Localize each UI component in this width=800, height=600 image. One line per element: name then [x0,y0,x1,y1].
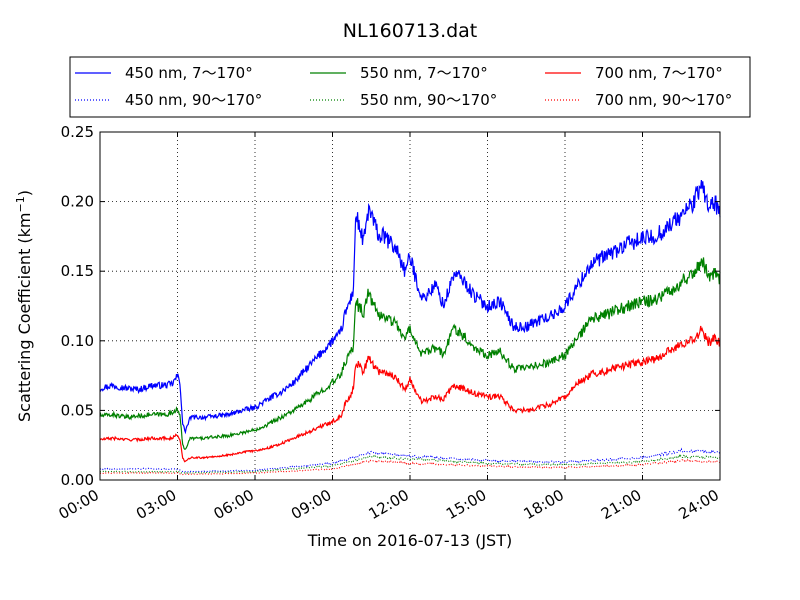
y-tick-label: 0.15 [61,262,94,280]
series-line-550nm-back [100,454,721,474]
y-axis-label-main: Scattering Coefficient (km [15,212,34,422]
series-line-450nm-back [99,447,721,473]
plot-area: 00:00 03:00 06:00 09:00 12:00 15:00 18:00 21:00… [56,123,722,523]
x-tick-label: 12:00 [366,486,412,523]
y-tick-label: 0.05 [61,401,94,419]
y-axis-label: Scattering Coefficient (km−1) [14,190,34,422]
legend-label: 450 nm, 90～170° [125,91,262,109]
series-line-700nm-full [99,325,721,463]
x-tick-label: 06:00 [211,486,257,523]
x-tick-label: 00:00 [56,486,102,523]
series-line-550nm-full [99,257,721,450]
series-line-450nm-full [99,180,721,435]
legend-frame [69,56,751,118]
x-tick-label: 18:00 [521,486,567,523]
x-tick-label: 09:00 [288,486,334,523]
x-axis-label: Time on 2016-07-13 (JST) [307,531,512,550]
legend-label: 550 nm, 7～170° [360,64,488,82]
x-tick-label: 21:00 [598,486,644,523]
y-tick-label: 0.25 [61,123,94,141]
x-tick-label: 24:00 [676,486,722,523]
legend-label: 700 nm, 90～170° [595,91,732,109]
y-tick-label: 0.10 [61,332,94,350]
legend-label: 700 nm, 7～170° [595,64,723,82]
legend: 450 nm, 7～170° 550 nm, 7～170° 700 nm, 7～17… [69,56,751,118]
chart-title: NL160713.dat [343,20,478,42]
legend-label: 550 nm, 90～170° [360,91,497,109]
ticks: 00:00 03:00 06:00 09:00 12:00 15:00 18:00 21:00… [56,123,722,523]
y-tick-label: 0.00 [61,471,94,489]
series-line-700nm-back [99,458,721,476]
x-tick-label: 15:00 [443,486,489,523]
y-axis-label-sup: −1 [14,196,27,212]
x-tick-label: 03:00 [133,486,179,523]
series-group [99,180,721,476]
y-tick-label: 0.20 [61,193,94,211]
legend-label: 450 nm, 7～170° [125,64,253,82]
y-axis-label-tail: ) [15,190,34,196]
